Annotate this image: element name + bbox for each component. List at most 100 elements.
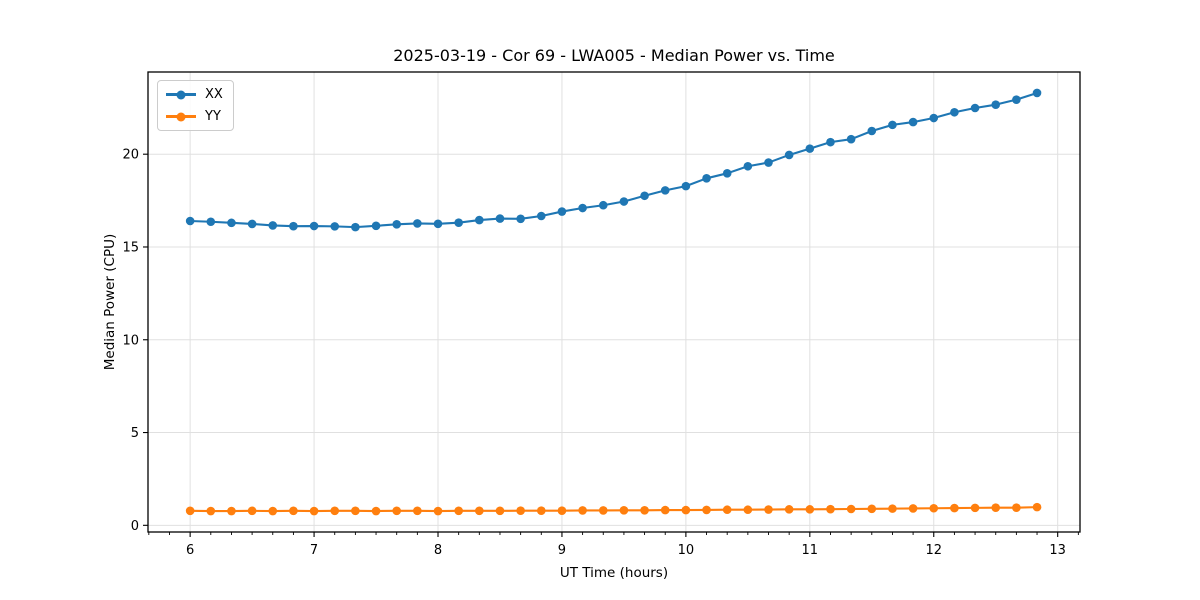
legend-xx-marker-icon — [176, 90, 186, 99]
series-YY-marker — [640, 505, 649, 515]
y-tick-label: 0 — [131, 519, 139, 534]
series-XX-marker — [371, 221, 381, 231]
series-XX-marker — [351, 222, 360, 232]
y-tick-label: 5 — [131, 426, 139, 441]
y-tick-label: 10 — [122, 333, 139, 348]
series-XX-marker — [206, 217, 216, 227]
series-YY-marker — [1032, 502, 1042, 512]
series-XX-marker — [1012, 95, 1021, 104]
series-XX-marker — [846, 134, 856, 144]
y-axis-label: Median Power (CPU) — [102, 233, 118, 371]
series-XX-marker — [289, 221, 298, 231]
series-XX-marker — [227, 218, 236, 228]
series-YY-marker — [991, 503, 1001, 512]
series-YY-marker — [454, 506, 463, 516]
series-XX-marker — [185, 216, 195, 226]
x-tick-label: 9 — [558, 543, 566, 558]
series-YY-marker — [413, 506, 422, 516]
series-XX-marker — [268, 221, 278, 230]
series-YY-marker — [764, 505, 773, 514]
x-tick-label: 13 — [1049, 543, 1066, 558]
series-YY-marker — [681, 505, 691, 515]
series-YY-marker — [619, 505, 629, 515]
x-tick-label: 10 — [678, 543, 695, 558]
series-XX-marker — [991, 100, 1001, 109]
series-YY-marker — [433, 506, 443, 516]
legend-xx-label: XX — [205, 87, 223, 102]
x-tick-label: 8 — [434, 543, 442, 558]
series-YY-marker — [206, 506, 216, 516]
series-XX-line — [189, 91, 1039, 229]
series-XX-marker — [681, 181, 691, 191]
series-XX-marker — [433, 219, 443, 229]
series-YY-marker — [227, 506, 236, 516]
series-YY-marker — [392, 506, 402, 516]
series-YY-marker — [371, 506, 381, 516]
series-YY-marker — [660, 505, 670, 515]
series-XX-marker — [475, 215, 484, 225]
series-XX-marker — [929, 113, 939, 123]
series-XX-marker — [495, 214, 505, 223]
series-XX-marker — [908, 117, 918, 127]
series-YY-marker — [351, 506, 360, 516]
series-YY-marker — [929, 503, 939, 513]
series-YY-marker — [578, 506, 587, 515]
series-YY-marker — [784, 505, 794, 514]
series-YY-marker — [1012, 503, 1021, 512]
series-YY-marker — [557, 506, 567, 515]
series-YY-marker — [268, 506, 278, 516]
series-YY-marker — [805, 505, 815, 514]
series-XX-marker — [330, 222, 340, 231]
legend-item-yy: YY — [166, 109, 223, 124]
series-YY-marker — [185, 506, 195, 516]
series-XX-marker — [970, 103, 980, 113]
series-XX-marker — [743, 161, 753, 171]
series-XX-marker — [557, 207, 567, 216]
series-YY-marker — [743, 505, 753, 515]
plot-border — [147, 71, 1081, 533]
series-XX-marker — [516, 214, 525, 224]
legend-xx-line-sample — [166, 90, 196, 99]
series-XX-marker — [309, 221, 319, 231]
legend-yy-marker-icon — [176, 112, 186, 121]
series-YY-marker — [330, 506, 340, 516]
series-XX-marker — [619, 197, 629, 206]
series-XX-marker — [454, 218, 463, 227]
series-YY-marker — [867, 504, 877, 514]
series-YY-marker — [495, 506, 505, 516]
series-YY-marker — [826, 504, 835, 514]
x-tick-label: 6 — [186, 543, 194, 558]
x-axis-label: UT Time (hours) — [559, 565, 669, 581]
legend-yy-line-sample — [166, 112, 196, 121]
series-XX-marker — [578, 203, 587, 213]
series-XX-marker — [598, 200, 608, 210]
chart-title: 2025-03-19 - Cor 69 - LWA005 - Median Po… — [393, 46, 835, 65]
series-XX-marker — [536, 211, 546, 221]
series-YY-marker — [888, 504, 897, 513]
series-YY-marker — [516, 506, 525, 515]
series-XX-marker — [247, 219, 257, 229]
series-YY-marker — [970, 503, 980, 513]
series-XX-marker — [1032, 88, 1042, 98]
series-YY-marker — [475, 506, 484, 516]
series-YY-marker — [536, 506, 546, 515]
series-XX-marker — [826, 137, 835, 147]
y-tick-label: 20 — [122, 148, 139, 163]
series-XX-marker — [867, 126, 877, 136]
legend-item-xx: XX — [166, 87, 223, 102]
x-tick-label: 11 — [802, 543, 819, 558]
series-XX-marker — [764, 158, 773, 167]
x-tick-label: 12 — [925, 543, 942, 558]
series-XX-marker — [392, 220, 402, 229]
series-XX-marker — [805, 144, 815, 153]
series-YY-marker — [309, 506, 319, 516]
series-YY-marker — [722, 505, 732, 515]
x-tick-label: 7 — [310, 543, 318, 558]
series-XX-marker — [702, 174, 711, 183]
series-XX-marker — [784, 150, 794, 160]
y-tick-label: 15 — [122, 240, 139, 255]
series-YY-marker — [908, 504, 918, 513]
series-YY-marker — [950, 503, 959, 513]
